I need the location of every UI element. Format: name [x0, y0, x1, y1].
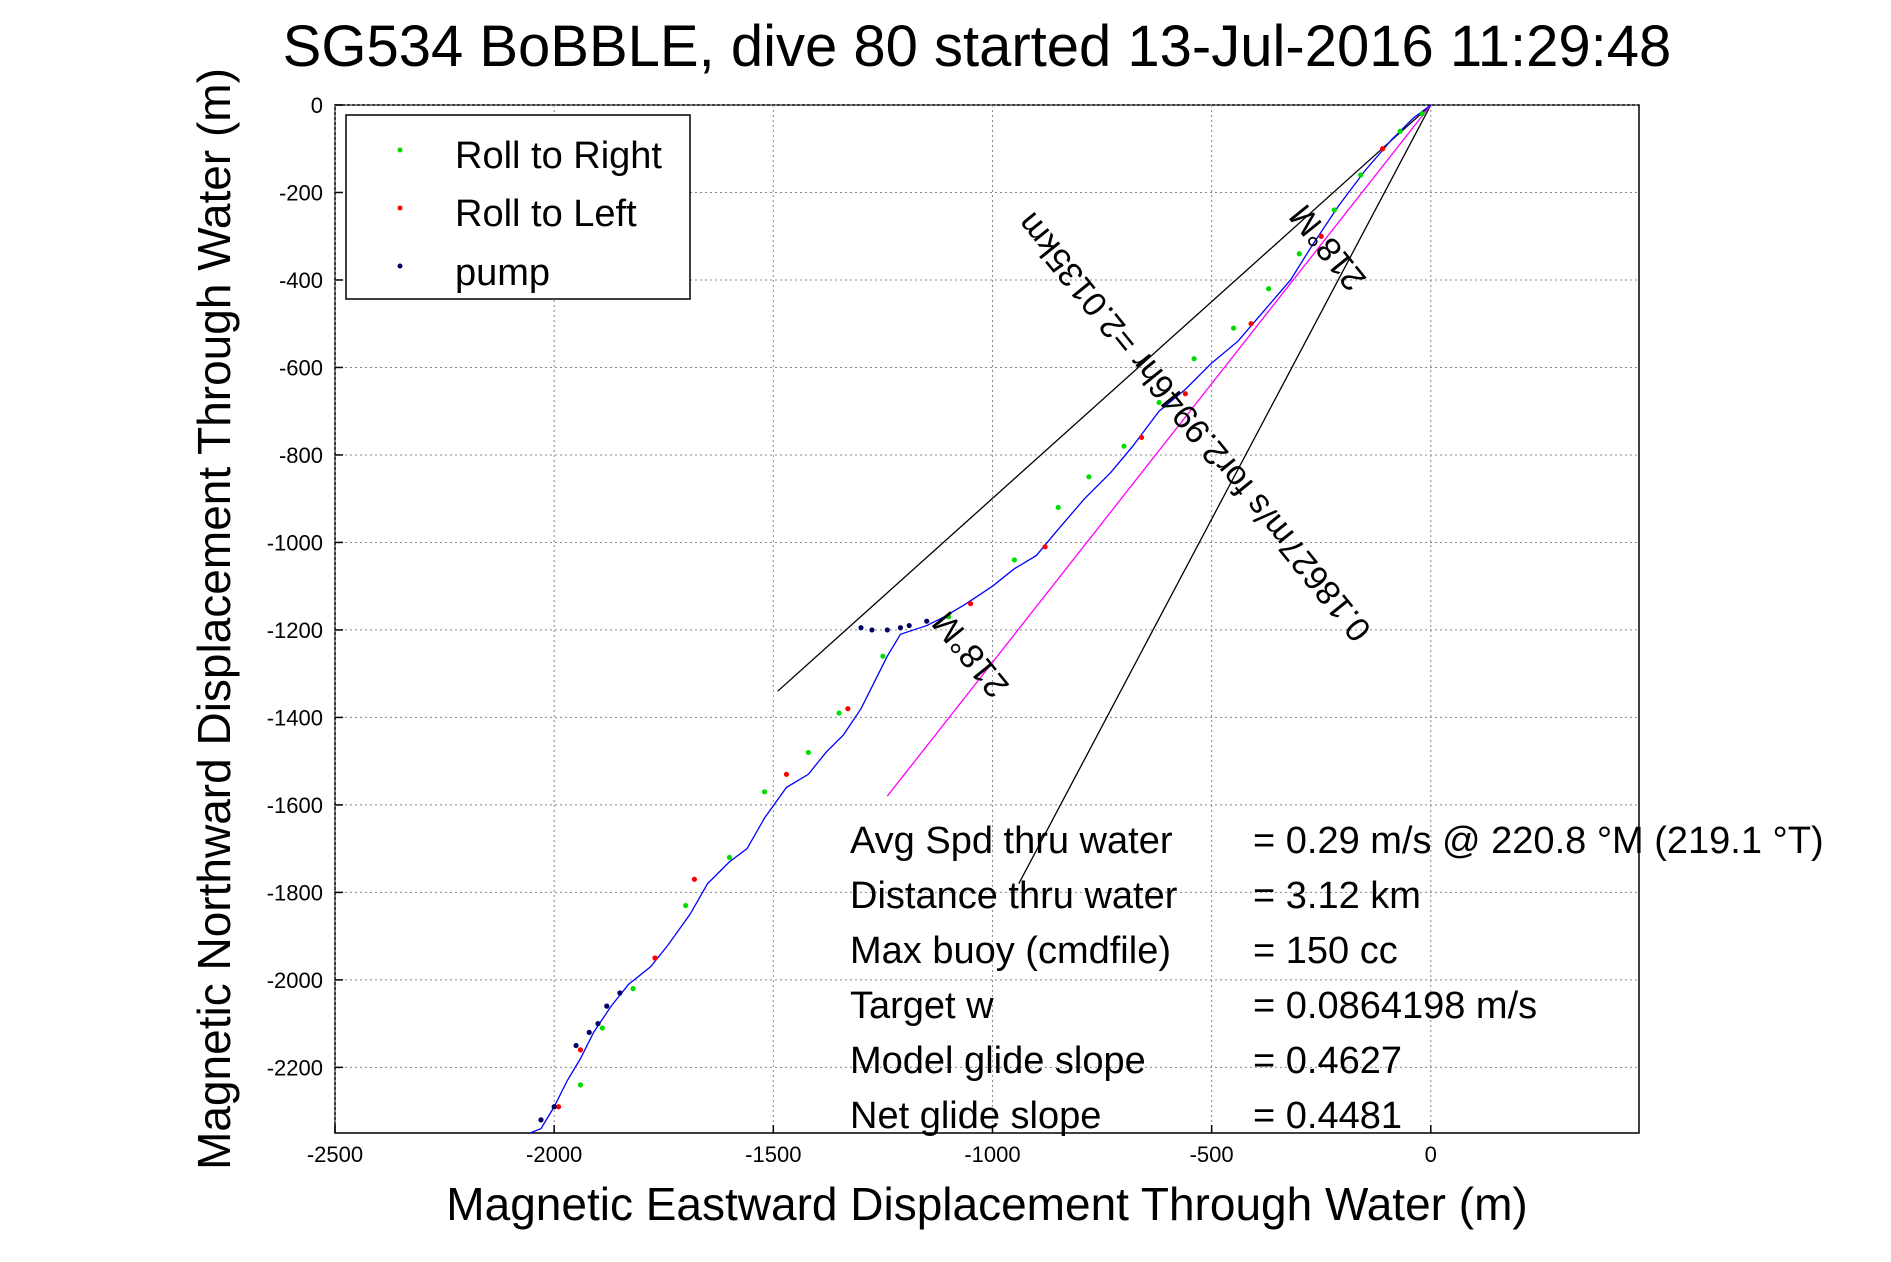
pump-point — [595, 1021, 601, 1027]
roll-left-point — [1042, 544, 1048, 550]
stat-value-target-w: = 0.0864198 m/s — [1253, 985, 1537, 1027]
y-tick-label: -1600 — [267, 793, 323, 818]
roll-left-point — [1318, 233, 1324, 239]
roll-right-point — [1266, 286, 1272, 292]
roll-left-point — [845, 706, 851, 712]
roll-right-point — [1011, 557, 1017, 563]
y-axis-label: Magnetic Northward Displacement Through … — [188, 68, 240, 1170]
grid-lines — [334, 104, 1639, 1133]
roll-left-point — [1182, 391, 1188, 397]
y-tick-label: -1200 — [267, 618, 323, 643]
legend-box — [345, 114, 691, 300]
roll-right-point — [1121, 443, 1127, 449]
stat-value-net-glide: = 0.4481 — [1253, 1095, 1402, 1137]
stat-value-max-buoy: = 150 cc — [1253, 930, 1398, 972]
legend-marker-roll-left — [397, 205, 403, 211]
roll-right-point — [1358, 172, 1364, 178]
y-tick-label: 0 — [311, 93, 323, 118]
roll-right-point — [1397, 128, 1403, 134]
y-tick-label: -2000 — [267, 968, 323, 993]
roll-right-point — [1296, 251, 1302, 257]
stat-value-model-glide: = 0.4627 — [1253, 1040, 1402, 1082]
y-tick-label: -1800 — [267, 880, 323, 905]
pump-point — [884, 627, 890, 633]
stat-value-avg-speed: = 0.29 m/s @ 220.8 °M (219.1 °T) — [1253, 820, 1824, 862]
roll-left-point — [1248, 321, 1254, 327]
roll-right-point — [946, 614, 952, 620]
roll-right-point — [761, 789, 768, 795]
heading-line-course-218M — [886, 104, 1432, 797]
stats-block: Avg Spd thru water = 0.29 m/s @ 220.8 °M… — [850, 820, 1824, 1137]
legend-label-pump: pump — [455, 252, 550, 294]
y-tick-label: -600 — [279, 355, 323, 380]
y-tick-label: -200 — [279, 180, 323, 205]
roll-right-point — [880, 653, 886, 659]
legend-label-roll-left: Roll to Left — [455, 193, 637, 235]
pump-point — [924, 618, 930, 624]
chart-title: SG534 BoBBLE, dive 80 started 13-Jul-201… — [283, 14, 1672, 79]
roll-left-point — [1379, 146, 1386, 152]
legend-label-roll-right: Roll to Right — [455, 135, 662, 177]
x-tick-label: -1500 — [745, 1142, 801, 1167]
x-tick-label: -2000 — [526, 1142, 582, 1167]
roll-left-point — [577, 1047, 584, 1053]
stat-value-distance: = 3.12 km — [1253, 875, 1421, 917]
pump-point — [897, 625, 904, 631]
legend-marker-roll-right — [397, 147, 403, 153]
roll-right-point — [599, 1025, 605, 1031]
pump-point — [551, 1104, 557, 1110]
stat-label-max-buoy: Max buoy (cmdfile) — [850, 930, 1171, 972]
roll-right-point — [1156, 399, 1162, 406]
roll-right-point — [1419, 111, 1425, 117]
axis-ticks: -2500 -2000 -1500 -1000 -500 0 0 -200 -400 -600 -8… — [267, 93, 1437, 1167]
roll-right-point — [1230, 325, 1237, 331]
marker-layer — [538, 111, 1425, 1123]
roll-left-point — [691, 876, 698, 882]
stat-label-model-glide: Model glide slope — [850, 1040, 1146, 1082]
roll-right-point — [805, 749, 811, 756]
y-tick-label: -800 — [279, 443, 323, 468]
pump-point — [906, 622, 912, 629]
roll-right-point — [1331, 207, 1337, 213]
roll-left-point — [652, 955, 658, 961]
legend-marker-pump — [397, 263, 403, 269]
roll-right-point — [683, 902, 689, 909]
y-tick-label: -1400 — [267, 705, 323, 730]
heading-lines — [777, 104, 1432, 884]
stat-label-avg-speed: Avg Spd thru water — [850, 820, 1173, 862]
roll-left-point — [1138, 434, 1145, 441]
roll-left-point — [783, 771, 790, 777]
x-tick-label: 0 — [1425, 1142, 1437, 1167]
roll-right-point — [1086, 474, 1092, 480]
x-tick-label: -500 — [1190, 1142, 1234, 1167]
roll-right-point — [836, 710, 842, 716]
pump-point — [869, 627, 875, 633]
x-axis-label: Magnetic Eastward Displacement Through W… — [446, 1178, 1527, 1230]
roll-left-point — [967, 601, 974, 607]
roll-right-point — [726, 854, 733, 861]
y-tick-label: -400 — [279, 268, 323, 293]
pump-point — [586, 1029, 592, 1035]
pump-point — [573, 1042, 579, 1049]
stat-label-target-w: Target w — [850, 985, 994, 1027]
y-tick-label: -2200 — [267, 1055, 323, 1080]
pump-point — [858, 625, 864, 631]
roll-left-point — [555, 1104, 562, 1110]
roll-right-point — [630, 986, 636, 992]
roll-right-point — [1055, 504, 1061, 511]
pump-point — [617, 990, 623, 996]
pump-point — [538, 1117, 544, 1123]
y-tick-label: -1000 — [267, 530, 323, 555]
pump-point — [604, 1003, 610, 1009]
legend: Roll to Right Roll to Left pump — [345, 114, 691, 300]
stat-label-distance: Distance thru water — [850, 875, 1178, 917]
heading-line-fan-upper — [777, 104, 1432, 692]
x-tick-label: -2500 — [307, 1142, 363, 1167]
heading-line-fan-lower — [1018, 104, 1432, 884]
roll-right-point — [1191, 356, 1197, 362]
roll-right-point — [577, 1082, 584, 1088]
stat-label-net-glide: Net glide slope — [850, 1095, 1101, 1137]
x-tick-label: -1000 — [964, 1142, 1020, 1167]
